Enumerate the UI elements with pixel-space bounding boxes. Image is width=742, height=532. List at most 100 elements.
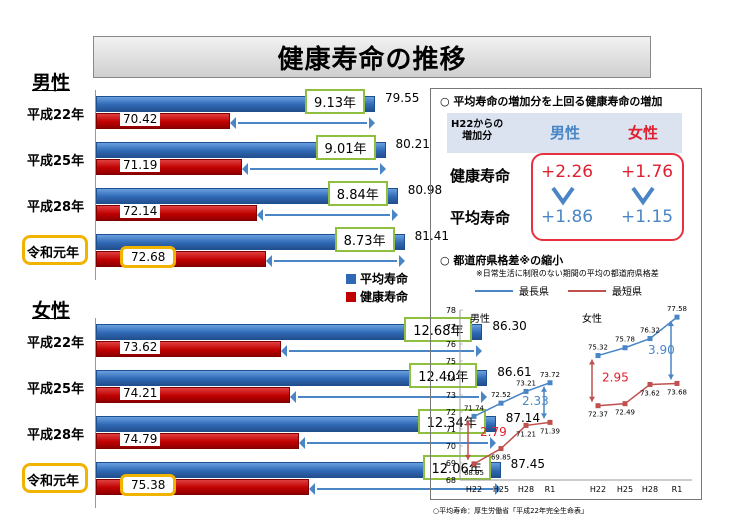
female-section-label: 女性 bbox=[32, 300, 71, 322]
female-avg-increase: +1.15 bbox=[621, 207, 674, 227]
y-tick-label: 71 bbox=[446, 425, 456, 434]
series-point bbox=[674, 314, 680, 320]
series-line bbox=[473, 382, 551, 418]
female-diff-label: 12.68年 bbox=[404, 317, 473, 342]
female-healthy-value: 75.38 bbox=[120, 474, 177, 496]
female-healthy-value: 73.62 bbox=[120, 340, 161, 354]
page-title: 健康寿命の推移 bbox=[93, 36, 651, 78]
point-label: 75.78 bbox=[615, 336, 635, 344]
male-avg-value: 79.55 bbox=[385, 91, 420, 105]
section2-note: ※日常生活に制限のない期間の平均の都道府県格差 bbox=[476, 269, 659, 278]
legend-min-label: 最短県 bbox=[612, 287, 642, 298]
series-point bbox=[471, 461, 477, 467]
female-axis bbox=[95, 318, 96, 508]
male-row-year: 令和元年 bbox=[27, 246, 80, 261]
y-tick-label: 72 bbox=[446, 408, 456, 417]
male-diff-arrow bbox=[257, 209, 398, 221]
y-tick-label: 68 bbox=[446, 476, 456, 485]
x-tick-label: H28 bbox=[642, 485, 658, 494]
y-tick-label: 78 bbox=[446, 306, 456, 315]
series-point bbox=[471, 413, 477, 419]
male-chart-label: 男性 bbox=[470, 312, 490, 325]
female-diff-arrow bbox=[299, 437, 497, 449]
female-avg-bar bbox=[96, 416, 496, 432]
male-diff-arrow bbox=[229, 117, 376, 129]
female-avg-value: 86.61 bbox=[497, 365, 532, 379]
male-row-year: 平成25年 bbox=[27, 154, 85, 169]
female-chart-label: 女性 bbox=[582, 312, 602, 325]
male-diff-arrow bbox=[265, 255, 405, 267]
section2-title: ○ 都道府県格差※の縮小 bbox=[440, 254, 564, 267]
female-diff-label: 12.40年 bbox=[409, 363, 478, 388]
male-row-year: 平成28年 bbox=[27, 200, 85, 215]
legend-healthy: 健康寿命 bbox=[346, 288, 408, 305]
table-row-healthy: 健康寿命 bbox=[450, 167, 511, 185]
table-col-female: 女性 bbox=[628, 124, 659, 142]
legend-max-label: 最長県 bbox=[519, 287, 549, 298]
male-healthy-bar bbox=[96, 159, 243, 175]
point-label: 73.68 bbox=[667, 388, 687, 396]
male-gap-start-arrow-head bbox=[465, 420, 471, 426]
table-highlight bbox=[531, 153, 684, 241]
female-avg-bar bbox=[96, 370, 488, 386]
y-tick-label: 74 bbox=[446, 374, 456, 383]
male-row-highlight bbox=[22, 235, 88, 265]
female-avg-value: 87.45 bbox=[510, 457, 545, 471]
female-avg-bar bbox=[96, 324, 483, 340]
female-gap-min-label: 3.90 bbox=[648, 343, 675, 357]
x-tick-label: H28 bbox=[518, 485, 534, 494]
series-point bbox=[595, 353, 601, 359]
series-line bbox=[597, 382, 678, 407]
y-tick-label: 73 bbox=[446, 391, 456, 400]
male-check-icon bbox=[551, 186, 575, 206]
female-healthy-value: 74.21 bbox=[120, 386, 161, 400]
female-row-year: 平成25年 bbox=[27, 382, 85, 397]
male-axis bbox=[95, 90, 96, 280]
female-row-year: 令和元年 bbox=[27, 474, 80, 489]
male-healthy-value: 72.68 bbox=[120, 246, 177, 268]
series-point bbox=[647, 381, 653, 387]
x-tick-label: H22 bbox=[466, 485, 482, 494]
female-healthy-increase: +1.76 bbox=[621, 162, 674, 182]
series-point bbox=[547, 419, 553, 425]
series-point bbox=[523, 388, 529, 394]
male-row-year: 平成22年 bbox=[27, 108, 85, 123]
female-diff-arrow bbox=[290, 391, 488, 403]
legend-max-line bbox=[475, 290, 513, 292]
point-label: 71.21 bbox=[516, 430, 536, 438]
female-diff-arrow bbox=[308, 483, 501, 495]
female-gap-max-label: 2.95 bbox=[602, 370, 629, 384]
female-row-year: 平成28年 bbox=[27, 428, 85, 443]
point-label: 75.32 bbox=[588, 344, 608, 352]
female-diff-arrow bbox=[280, 345, 482, 357]
female-avg-value: 87.14 bbox=[505, 411, 541, 425]
x-tick-label: R1 bbox=[545, 485, 556, 494]
x-tick-label: H25 bbox=[617, 485, 633, 494]
male-diff-label: 8.73年 bbox=[334, 227, 395, 252]
line-chart: 68 69 70 71 72 73 74 75 76 77 78 H22 H25 H28 R1 H22 H25 H… bbox=[446, 305, 692, 494]
male-avg-increase: +1.86 bbox=[541, 207, 594, 227]
male-healthy-increase: +2.26 bbox=[541, 162, 594, 182]
male-healthy-value: 71.19 bbox=[120, 158, 161, 172]
point-label: 73.21 bbox=[516, 379, 536, 387]
male-gap-end-arrow-head bbox=[541, 386, 547, 392]
point-label: 77.58 bbox=[667, 305, 687, 313]
female-healthy-value: 74.79 bbox=[120, 432, 161, 446]
series-line bbox=[473, 421, 551, 465]
x-tick-label: R1 bbox=[672, 485, 683, 494]
male-healthy-value: 70.42 bbox=[120, 112, 161, 126]
x-tick-label: H25 bbox=[493, 485, 509, 494]
male-diff-arrow bbox=[242, 163, 386, 175]
series-line bbox=[597, 316, 678, 357]
female-check-icon bbox=[631, 186, 655, 206]
table-row-avg: 平均寿命 bbox=[450, 209, 511, 227]
series-point bbox=[498, 400, 504, 406]
female-row-highlight bbox=[22, 463, 88, 493]
male-gap-end-arrow-head bbox=[541, 413, 547, 419]
footer-source: ○平均寿命：厚生労働省「平成22年完全生命表」 bbox=[433, 507, 589, 515]
series-point bbox=[647, 336, 653, 342]
female-diff-label: 12.34年 bbox=[417, 409, 486, 434]
series-point bbox=[622, 401, 628, 407]
x-tick-label: H22 bbox=[590, 485, 606, 494]
y-tick-label: 70 bbox=[446, 442, 456, 451]
